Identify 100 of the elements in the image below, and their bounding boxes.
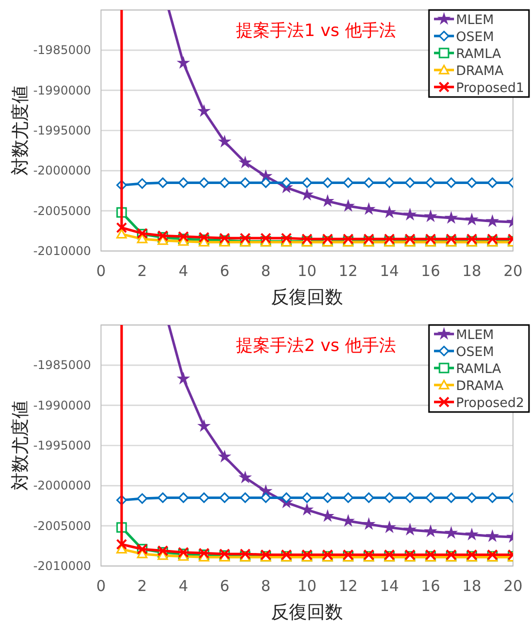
- point: [218, 450, 230, 462]
- x-tick-label: 18: [462, 577, 482, 595]
- x-tick-label: 12: [338, 577, 358, 595]
- point: [281, 177, 292, 188]
- point: [301, 188, 313, 200]
- point: [384, 492, 395, 503]
- point: [466, 528, 478, 540]
- point: [158, 177, 168, 188]
- x-tick-label: 4: [178, 262, 188, 280]
- point: [446, 527, 457, 538]
- legend-label: OSEM: [456, 345, 494, 360]
- point: [240, 492, 250, 503]
- point: [364, 492, 374, 503]
- point: [136, 234, 148, 244]
- x-tick-label: 12: [338, 262, 358, 280]
- point: [384, 206, 396, 218]
- point: [486, 530, 498, 542]
- point: [301, 504, 313, 515]
- y-tick-label: -1995000: [33, 438, 91, 452]
- x-tick-label: 2: [137, 577, 147, 595]
- y-tick-label: -2010000: [33, 244, 91, 258]
- point: [425, 233, 436, 244]
- y-tick-label: -1985000: [33, 358, 91, 372]
- point: [116, 222, 128, 234]
- point: [178, 372, 190, 384]
- point: [404, 524, 416, 535]
- point: [178, 177, 189, 188]
- x-tick-label: 0: [96, 262, 106, 280]
- x-tick-label: 8: [261, 262, 271, 280]
- x-tick-label: 16: [421, 262, 440, 280]
- x-tick-label: 14: [380, 262, 399, 280]
- point: [384, 233, 395, 244]
- point: [404, 233, 416, 244]
- x-tick-label: 18: [462, 262, 482, 280]
- point: [466, 233, 478, 244]
- x-tick-label: 10: [297, 262, 317, 280]
- point: [198, 492, 210, 503]
- point: [302, 233, 312, 244]
- point: [424, 210, 436, 222]
- y-tick-label: -1990000: [33, 83, 91, 98]
- x-tick-label: 6: [220, 262, 230, 280]
- point: [486, 233, 498, 244]
- point: [260, 232, 272, 244]
- point: [342, 233, 354, 244]
- point: [116, 228, 127, 238]
- point: [487, 492, 498, 503]
- x-tick-label: 20: [503, 262, 523, 280]
- point: [260, 492, 272, 503]
- text: 提案手法1 vs 他手法: [236, 21, 396, 41]
- y-tick-label: -1985000: [33, 43, 91, 58]
- legend-label: OSEM: [456, 30, 494, 45]
- point: [425, 177, 436, 188]
- point: [466, 214, 478, 225]
- legend-label: DRAMA: [456, 379, 504, 394]
- point: [219, 232, 230, 244]
- x-tick-label: 6: [220, 577, 230, 595]
- x-axis-title: 反復回数: [271, 287, 343, 308]
- y-tick-label: -2000000: [33, 164, 91, 178]
- point: [302, 492, 312, 503]
- legend-label: RAMLA: [456, 362, 502, 377]
- point: [404, 208, 416, 220]
- point: [363, 233, 374, 244]
- point: [178, 57, 190, 68]
- x-tick-label: 4: [178, 577, 188, 595]
- y-tick-label: -1990000: [33, 398, 91, 412]
- point: [322, 177, 333, 188]
- point: [466, 492, 478, 503]
- legend-label: DRAMA: [456, 64, 504, 79]
- point: [136, 178, 148, 189]
- text: 提案手法2 vs 他手法: [236, 336, 396, 356]
- point: [260, 177, 272, 188]
- point: [240, 177, 250, 188]
- x-tick-label: 8: [261, 577, 271, 595]
- point: [198, 177, 210, 188]
- point: [280, 232, 292, 244]
- x-tick-label: 2: [137, 262, 147, 280]
- point: [446, 233, 457, 244]
- point: [342, 492, 354, 503]
- point: [322, 233, 334, 244]
- point: [446, 492, 456, 503]
- point: [384, 522, 396, 532]
- legend-label: MLEM: [456, 328, 494, 343]
- point: [281, 492, 292, 503]
- legend-label: Proposed2: [456, 396, 524, 411]
- point: [384, 177, 395, 188]
- point: [158, 492, 168, 503]
- y-axis-title: 対数尤度値: [10, 86, 31, 176]
- point: [178, 231, 189, 242]
- point: [363, 203, 374, 214]
- point: [342, 177, 354, 188]
- legend-label: RAMLA: [456, 47, 502, 62]
- x-tick-label: 16: [421, 577, 440, 595]
- point: [198, 420, 210, 432]
- point: [136, 493, 148, 504]
- x-tick-label: 20: [503, 577, 523, 595]
- legend-label: Proposed1: [456, 81, 524, 96]
- point: [486, 215, 498, 226]
- point: [487, 177, 498, 188]
- x-axis-title: 反復回数: [271, 602, 343, 623]
- point: [240, 232, 251, 244]
